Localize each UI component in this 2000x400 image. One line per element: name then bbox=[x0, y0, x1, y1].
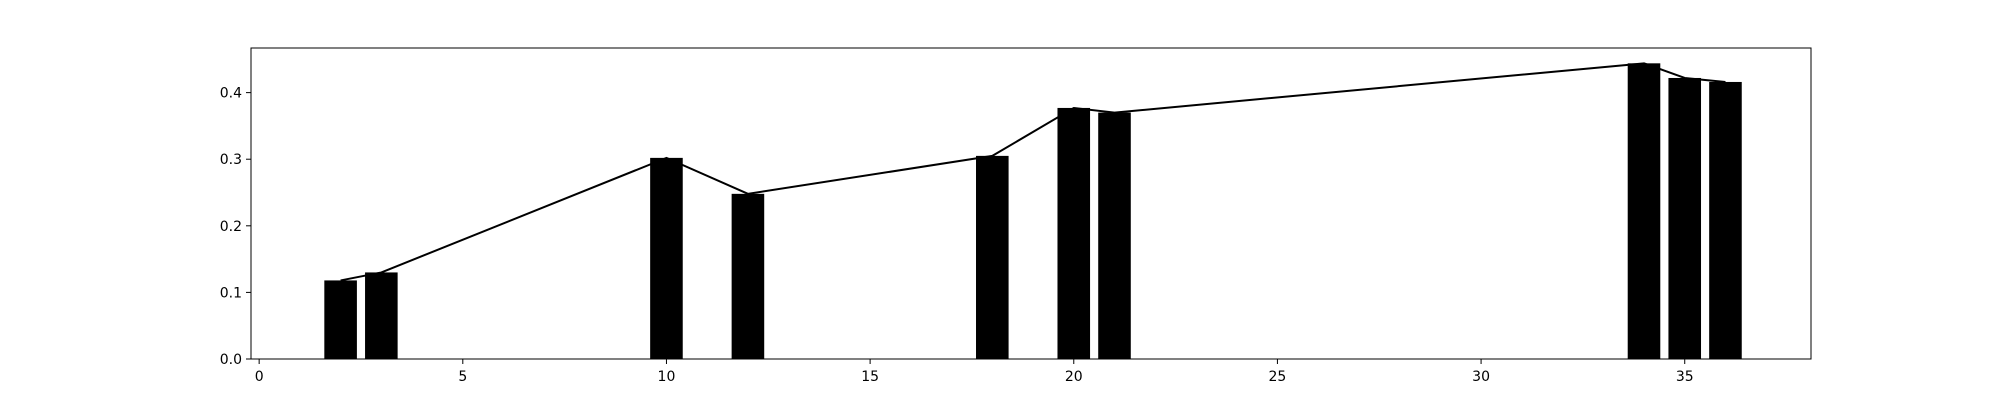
bar-18 bbox=[976, 155, 1009, 359]
ticks-layer: 0 5 10 15 20 25 30 35 0.0 0.1 0.2 0.3 0.4 bbox=[220, 86, 1694, 385]
plot-frame bbox=[250, 47, 1812, 360]
x-tick-label-20: 20 bbox=[1065, 369, 1083, 385]
bar-21 bbox=[1098, 112, 1131, 359]
bar-12 bbox=[731, 193, 765, 359]
bar-3 bbox=[365, 272, 398, 359]
y-tick-label-0.2: 0.2 bbox=[220, 219, 242, 235]
bar-20 bbox=[1057, 107, 1091, 359]
x-tick-label-35: 35 bbox=[1676, 369, 1694, 385]
y-tick-label-0.4: 0.4 bbox=[220, 86, 242, 102]
bar-34 bbox=[1627, 63, 1661, 359]
bar-36 bbox=[1709, 81, 1742, 360]
x-tick-label-0: 0 bbox=[255, 369, 264, 385]
x-tick-label-25: 25 bbox=[1269, 369, 1287, 385]
x-tick-label-15: 15 bbox=[861, 369, 879, 385]
y-tick-label-0: 0.0 bbox=[220, 352, 242, 368]
x-tick-label-10: 10 bbox=[658, 369, 676, 385]
series-line bbox=[340, 62, 1726, 282]
bars-layer bbox=[324, 63, 1742, 360]
x-tick-label-30: 30 bbox=[1472, 369, 1490, 385]
axes-layer bbox=[250, 47, 1812, 360]
line-layer bbox=[340, 62, 1726, 282]
bar-10 bbox=[650, 157, 683, 359]
bar-35 bbox=[1668, 77, 1702, 359]
bar-2 bbox=[324, 280, 357, 359]
y-tick-label-0.3: 0.3 bbox=[220, 152, 242, 168]
x-tick-label-5: 5 bbox=[458, 369, 467, 385]
y-tick-label-0.1: 0.1 bbox=[220, 285, 242, 301]
